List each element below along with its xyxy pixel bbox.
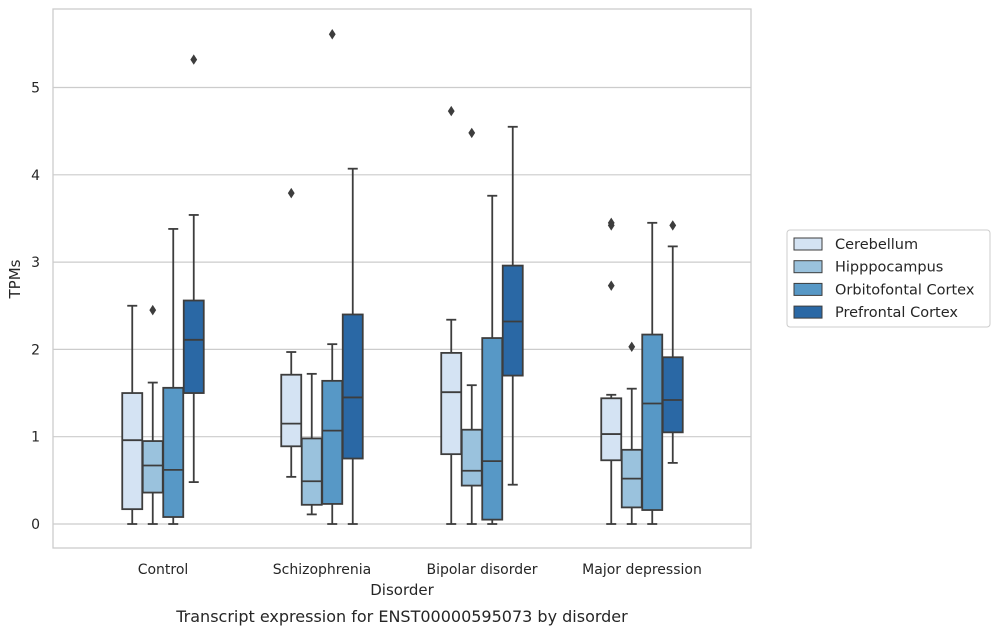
outlier-point (149, 304, 157, 316)
box-body (641, 333, 664, 511)
box-cerebellum-1 (280, 187, 303, 478)
y-axis-label: TPMs (6, 259, 24, 299)
x-tick-labels: Control Schizophrenia Bipolar disorder Majo… (138, 562, 702, 578)
box-body (300, 437, 323, 506)
x-tick-label: Bipolar disorder (426, 562, 537, 578)
x-tick-label: Major depression (582, 562, 702, 578)
legend-swatch (793, 282, 823, 296)
legend-frame (786, 229, 991, 328)
box-body (280, 373, 303, 448)
outlier-point (468, 127, 476, 139)
box-body (600, 397, 623, 462)
outlier-point (607, 217, 615, 229)
x-axis-label: Disorder (370, 581, 434, 599)
box-body (661, 356, 684, 434)
box-layer (121, 29, 684, 525)
box-orbitofontal-cortex-0 (162, 228, 185, 525)
outlier-point (447, 105, 455, 117)
box-body (460, 428, 483, 487)
y-tick-label: 1 (31, 430, 40, 446)
box-orbitofontal-cortex-3 (641, 221, 664, 525)
legend-label: Prefrontal Cortex (835, 305, 958, 321)
plot-frame (52, 8, 752, 549)
box-cerebellum-0 (121, 304, 144, 525)
chart-caption: Transcript expression for ENST0000059507… (175, 607, 628, 626)
legend-label: Cerebellum (835, 237, 918, 253)
outlier-point (628, 341, 636, 352)
outlier-point (287, 187, 295, 199)
box-body (481, 337, 504, 521)
outlier-point (328, 29, 336, 40)
box-prefrontal-cortex-1 (341, 167, 364, 525)
box-orbitofontal-cortex-2 (481, 194, 504, 525)
x-tick-label: Control (138, 562, 189, 578)
box-prefrontal-cortex-0 (182, 54, 205, 483)
y-tick-label: 2 (31, 342, 40, 358)
box-prefrontal-cortex-3 (661, 220, 684, 464)
outlier-point (669, 220, 677, 231)
legend-label: Hipppocampus (835, 260, 943, 276)
box-hipppocampus-2 (460, 127, 483, 525)
box-body (141, 440, 164, 494)
box-hipppocampus-3 (620, 341, 643, 525)
box-hipppocampus-0 (141, 304, 164, 525)
outlier-point (607, 280, 615, 291)
outlier-point (190, 54, 198, 65)
y-tick-label: 4 (31, 168, 40, 184)
box-orbitofontal-cortex-1 (321, 29, 344, 525)
box-body (321, 379, 344, 505)
y-tick-label: 0 (31, 517, 40, 533)
y-tick-labels: 0 1 2 3 4 5 (31, 81, 40, 534)
legend-items: Cerebellum Hipppocampus Orbitofontal Corte… (793, 237, 975, 321)
y-tick-label: 5 (31, 81, 40, 97)
y-tick-label: 3 (31, 255, 40, 271)
box-hipppocampus-1 (300, 372, 323, 516)
box-body (121, 392, 144, 511)
box-body (162, 386, 185, 518)
legend-swatch (793, 260, 823, 274)
legend-label: Orbitofontal Cortex (835, 282, 975, 298)
box-body (440, 351, 463, 456)
box-prefrontal-cortex-2 (501, 125, 524, 486)
box-cerebellum-3 (600, 217, 623, 525)
x-tick-label: Schizophrenia (273, 562, 371, 578)
legend-swatch (793, 305, 823, 319)
box-cerebellum-2 (440, 105, 463, 525)
box-body (341, 313, 364, 460)
legend: Cerebellum Hipppocampus Orbitofontal Corte… (786, 229, 991, 328)
box-body (182, 299, 205, 394)
legend-swatch (793, 237, 823, 251)
